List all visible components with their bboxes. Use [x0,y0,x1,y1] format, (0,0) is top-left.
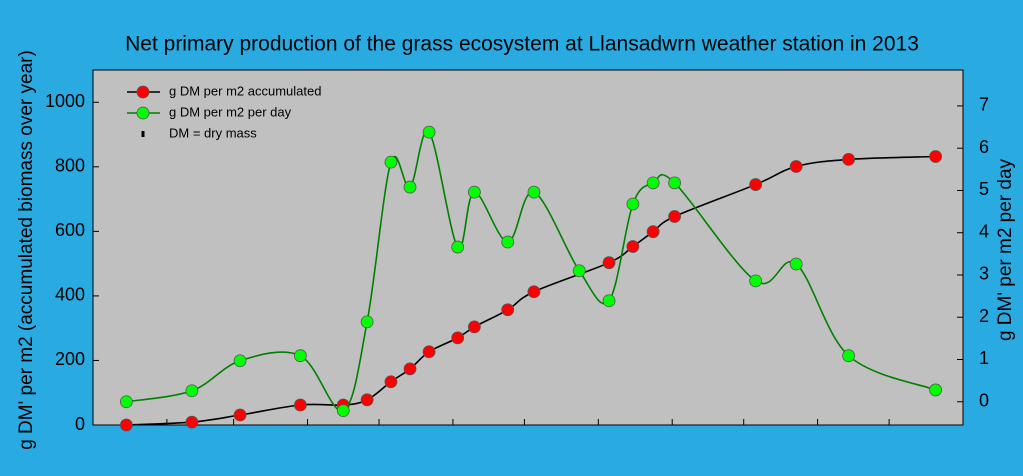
data-point [626,197,640,211]
y-tick-label: 400 [55,285,85,305]
y2-tick-label: 0 [979,391,989,411]
data-point [119,418,133,432]
y2-axis-label: g DM' per m2 per day [995,158,1016,341]
y-axis-label: g DM' per m2 (accumulated biomass over y… [16,50,37,450]
data-point [842,152,855,166]
data-point [789,257,803,271]
data-point [646,225,660,239]
plot-area [92,69,964,426]
data-point [842,349,855,363]
y2-tick-label: 1 [979,348,989,368]
data-point [501,303,515,317]
data-point [384,375,398,389]
legend-label: g DM per m2 accumulated [169,83,321,98]
data-point [293,349,307,363]
data-point [360,393,374,407]
y2-tick-label: 6 [979,137,989,157]
data-point [602,294,616,308]
data-point [293,398,307,412]
data-point [527,285,541,299]
chart-title: Net primary production of the grass ecos… [125,33,919,56]
legend-label: g DM per m2 per day [169,104,292,119]
data-point [384,155,398,169]
data-point [403,180,417,194]
y-tick-label: 800 [55,156,85,176]
data-point [467,185,481,199]
data-point [360,315,374,329]
data-point [451,331,465,345]
data-point [646,176,660,190]
data-point [451,240,465,254]
data-point [929,383,942,397]
data-point [233,408,247,422]
data-point [233,354,247,368]
y-tick-label: 200 [55,349,85,369]
y2-tick-label: 7 [979,95,989,115]
y2-tick-label: 3 [979,264,989,284]
data-point [119,395,133,409]
data-point [467,320,481,334]
data-point [185,415,199,429]
data-point [668,176,681,190]
data-point [185,384,199,398]
legend-note: DM = dry mass [169,125,257,140]
data-point [572,264,586,278]
data-point [336,404,350,418]
y2-tick-label: 5 [979,179,989,199]
data-point [749,274,763,288]
data-point [403,362,417,376]
legend-note-marker [141,131,145,137]
data-point [789,160,803,173]
legend-marker [136,85,150,99]
legend-marker [136,106,150,120]
data-point [929,150,942,163]
data-point [749,178,763,191]
y2-tick-label: 4 [979,221,989,241]
data-point [626,240,640,253]
y-tick-label: 0 [75,414,85,434]
data-point [422,345,436,359]
y-tick-label: 1000 [45,91,85,111]
data-point [422,125,436,139]
y-tick-label: 600 [55,220,85,240]
data-point [527,185,541,199]
data-point [602,256,616,270]
y2-tick-label: 2 [979,306,989,326]
data-point [501,235,515,249]
data-point [668,210,681,223]
